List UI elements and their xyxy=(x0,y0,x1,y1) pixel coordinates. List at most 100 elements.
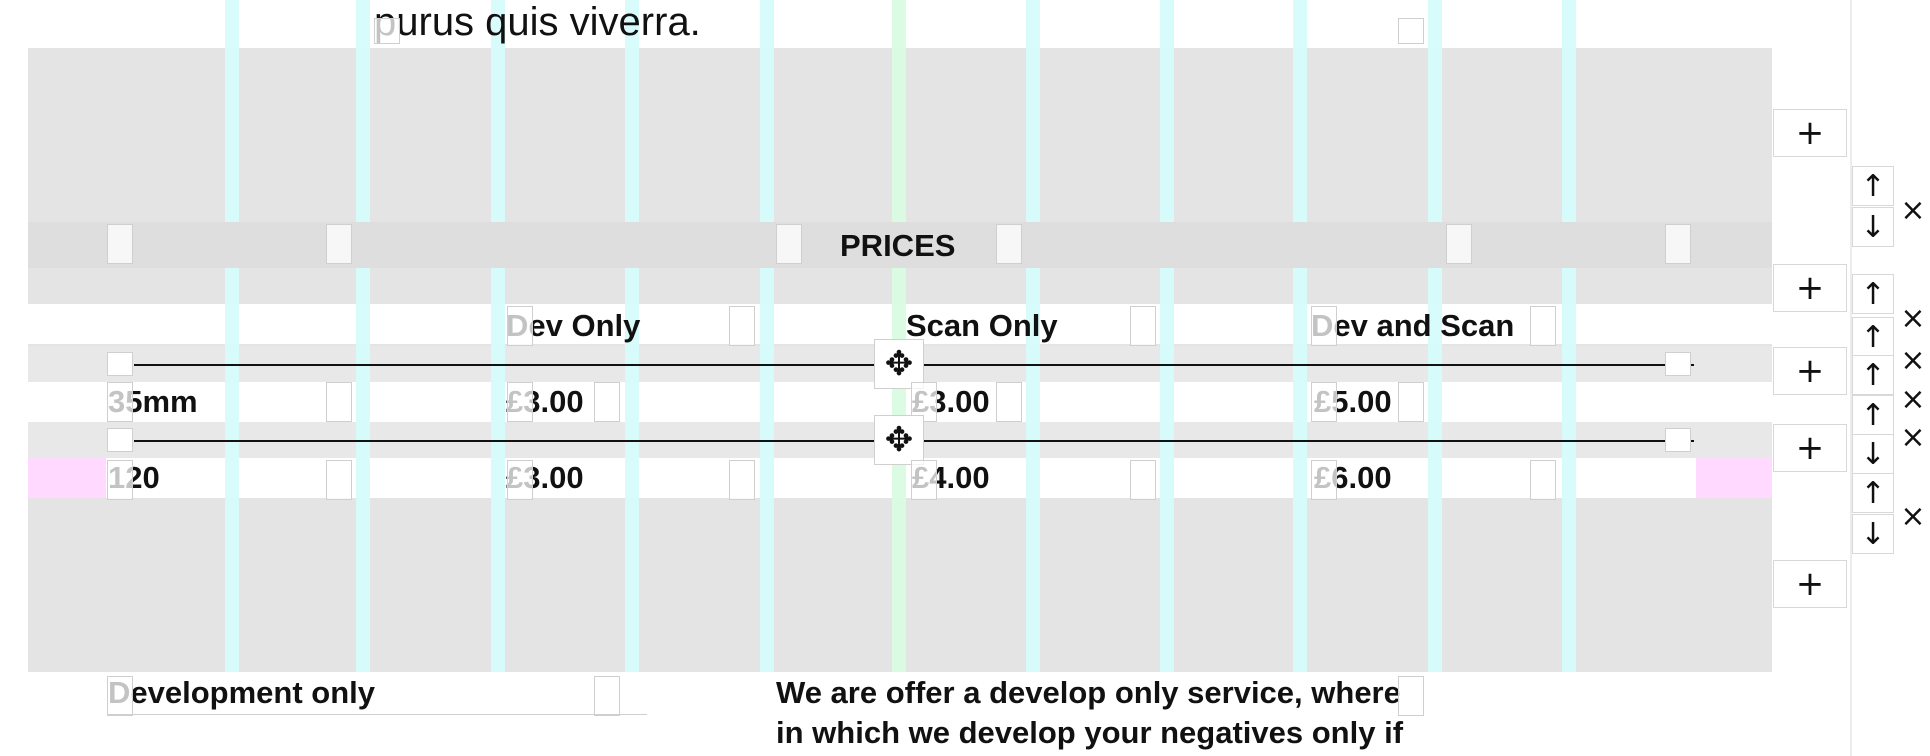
text-block-handle[interactable] xyxy=(374,18,400,44)
add-block-button[interactable]: + xyxy=(1773,347,1847,395)
move-icon[interactable]: ✥ xyxy=(874,339,924,389)
grid-guide xyxy=(1293,0,1307,756)
plus-icon: + xyxy=(1795,113,1825,153)
text-block-handle[interactable] xyxy=(1398,18,1424,44)
plus-icon: + xyxy=(1795,351,1825,391)
grid-guide xyxy=(625,0,639,756)
cell-handle[interactable] xyxy=(911,382,937,422)
move-up-button[interactable]: ↑ xyxy=(1852,166,1894,206)
move-up-button[interactable]: ↑ xyxy=(1852,317,1894,357)
close-icon: × xyxy=(1900,419,1926,455)
arrow-up-icon: ↑ xyxy=(1860,357,1886,393)
move-glyph: ✥ xyxy=(884,420,914,460)
development-only-heading[interactable]: Development only xyxy=(108,675,375,710)
move-up-button[interactable]: ↑ xyxy=(1852,355,1894,395)
cell-handle[interactable] xyxy=(729,306,755,346)
grid-guide xyxy=(1562,0,1576,756)
intro-paragraph-end: purus quis viverra. xyxy=(374,0,701,44)
block-handle[interactable] xyxy=(107,676,133,716)
block-handle[interactable] xyxy=(1665,224,1691,264)
cell-handle[interactable] xyxy=(996,382,1022,422)
table-header-scan-only[interactable]: Scan Only xyxy=(906,308,1058,343)
close-icon: × xyxy=(1900,381,1926,417)
arrow-up-icon: ↑ xyxy=(1860,319,1886,355)
arrow-down-icon: ↓ xyxy=(1860,516,1886,552)
cell-handle[interactable] xyxy=(507,460,533,500)
move-up-button[interactable]: ↑ xyxy=(1852,274,1894,314)
cell-handle[interactable] xyxy=(1311,460,1337,500)
cell-handle[interactable] xyxy=(326,460,352,500)
move-icon[interactable]: ✥ xyxy=(874,415,924,465)
add-block-button[interactable]: + xyxy=(1773,264,1847,312)
cell-handle[interactable] xyxy=(507,382,533,422)
development-only-description-line-1[interactable]: We are offer a develop only service, whe… xyxy=(776,675,1401,710)
plus-icon: + xyxy=(1795,268,1825,308)
cell-handle[interactable] xyxy=(1398,382,1424,422)
close-icon: × xyxy=(1900,498,1926,534)
delete-block-button[interactable]: × xyxy=(1896,381,1930,417)
arrow-down-icon: ↓ xyxy=(1860,436,1886,472)
arrow-up-icon: ↑ xyxy=(1860,168,1886,204)
block-handle[interactable] xyxy=(594,676,620,716)
add-block-button[interactable]: + xyxy=(1773,109,1847,157)
add-block-button[interactable]: + xyxy=(1773,560,1847,608)
cell-handle[interactable] xyxy=(1130,460,1156,500)
delete-block-button[interactable]: × xyxy=(1896,498,1930,534)
arrow-up-icon: ↑ xyxy=(1860,276,1886,312)
close-icon: × xyxy=(1900,192,1926,228)
heading-row-bg xyxy=(28,222,1772,268)
block-handle[interactable] xyxy=(1446,224,1472,264)
move-down-button[interactable]: ↓ xyxy=(1852,207,1894,247)
plus-icon: + xyxy=(1795,428,1825,468)
cell-handle[interactable] xyxy=(326,382,352,422)
delete-block-button[interactable]: × xyxy=(1896,192,1930,228)
cell-handle[interactable] xyxy=(507,306,533,346)
cell-handle[interactable] xyxy=(729,460,755,500)
grid-guide xyxy=(760,0,774,756)
cell-handle[interactable] xyxy=(911,460,937,500)
move-up-button[interactable]: ↑ xyxy=(1852,395,1894,435)
cell-handle[interactable] xyxy=(1311,306,1337,346)
editor-canvas: purus quis viverra. PRICES Dev Only Scan… xyxy=(28,0,1772,756)
rule-handle-right[interactable] xyxy=(1665,352,1691,376)
bottom-divider xyxy=(107,714,647,715)
plus-icon: + xyxy=(1795,564,1825,604)
delete-block-button[interactable]: × xyxy=(1896,300,1930,336)
block-handle[interactable] xyxy=(326,224,352,264)
close-icon: × xyxy=(1900,342,1926,378)
grid-guide xyxy=(1026,0,1040,756)
rule-handle-left[interactable] xyxy=(107,428,133,452)
delete-block-button[interactable]: × xyxy=(1896,419,1930,455)
cell-handle[interactable] xyxy=(594,382,620,422)
grid-guide xyxy=(1428,0,1442,756)
add-block-button[interactable]: + xyxy=(1773,424,1847,472)
move-down-button[interactable]: ↓ xyxy=(1852,514,1894,554)
arrow-down-icon: ↓ xyxy=(1860,209,1886,245)
arrow-up-icon: ↑ xyxy=(1860,397,1886,433)
block-handle[interactable] xyxy=(996,224,1022,264)
block-handle[interactable] xyxy=(107,224,133,264)
grid-guide xyxy=(356,0,370,756)
cell-handle[interactable] xyxy=(1130,306,1156,346)
delete-block-button[interactable]: × xyxy=(1896,342,1930,378)
section-heading-prices[interactable]: PRICES xyxy=(840,228,956,263)
close-icon: × xyxy=(1900,300,1926,336)
arrow-up-icon: ↑ xyxy=(1860,475,1886,511)
cell-handle[interactable] xyxy=(1311,382,1337,422)
development-only-description-line-2[interactable]: in which we develop your negatives only … xyxy=(776,715,1404,750)
move-down-button[interactable]: ↓ xyxy=(1852,434,1894,474)
rule-handle-left[interactable] xyxy=(107,352,133,376)
move-glyph: ✥ xyxy=(884,344,914,384)
block-handle[interactable] xyxy=(1398,676,1424,716)
right-margin-guide xyxy=(1696,458,1772,498)
move-up-button[interactable]: ↑ xyxy=(1852,473,1894,513)
sidebar-divider xyxy=(1850,0,1852,756)
cell-handle[interactable] xyxy=(107,382,133,422)
cell-handle[interactable] xyxy=(107,460,133,500)
grid-guide xyxy=(1160,0,1174,756)
rule-handle-right[interactable] xyxy=(1665,428,1691,452)
cell-handle[interactable] xyxy=(1530,460,1556,500)
cell-handle[interactable] xyxy=(1530,306,1556,346)
block-handle[interactable] xyxy=(776,224,802,264)
table-header-dev-and-scan[interactable]: Dev and Scan xyxy=(1311,308,1515,343)
